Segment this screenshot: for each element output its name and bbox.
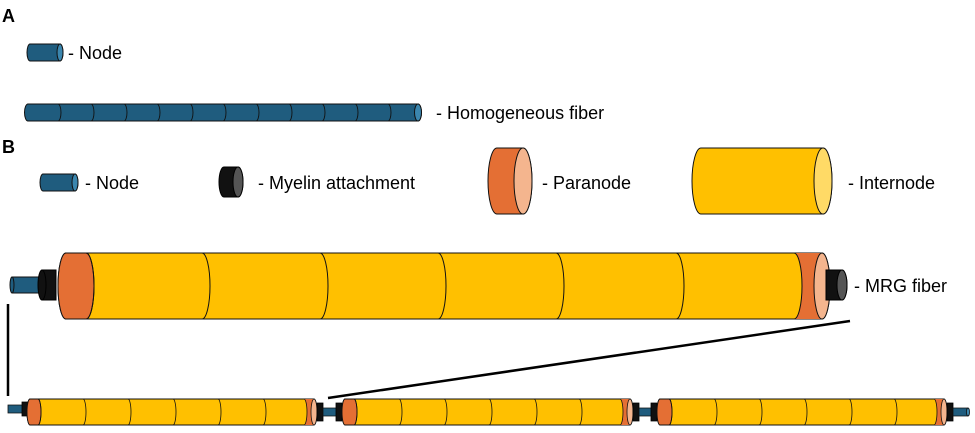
mrg-segment-2 [341,398,634,426]
zoom-line-right [327,319,851,400]
homogeneous-fiber-label: - Homogeneous fiber [436,103,604,123]
paranode-icon [487,147,533,215]
panel-b-node-icon [39,173,79,192]
panel-b-node-label: - Node [85,173,139,193]
paranode-label: - Paranode [542,173,631,193]
panel-b-label: B [2,137,15,157]
panel-b: B - Node - Myelin attachment - Paranode … [2,137,970,426]
panel-a-node-label: - Node [68,43,122,63]
mrg-fiber-magnified [9,252,848,320]
myelin-attachment-icon [218,166,244,198]
zoom-connector-lines [6,304,851,400]
panel-a: A - Node - Homogene [2,6,604,123]
mrg-fiber-chain [7,398,970,426]
internode-label: - Internode [848,173,935,193]
homogeneous-fiber [24,103,422,122]
myelin-attachment-label: - Myelin attachment [258,173,415,193]
panel-a-node-icon [26,43,64,62]
panel-a-label: A [2,6,15,26]
mrg-fiber-label: - MRG fiber [854,276,947,296]
mrg-segment-3 [656,398,948,426]
internode-icon [691,147,833,215]
mrg-segment-1 [26,398,318,426]
